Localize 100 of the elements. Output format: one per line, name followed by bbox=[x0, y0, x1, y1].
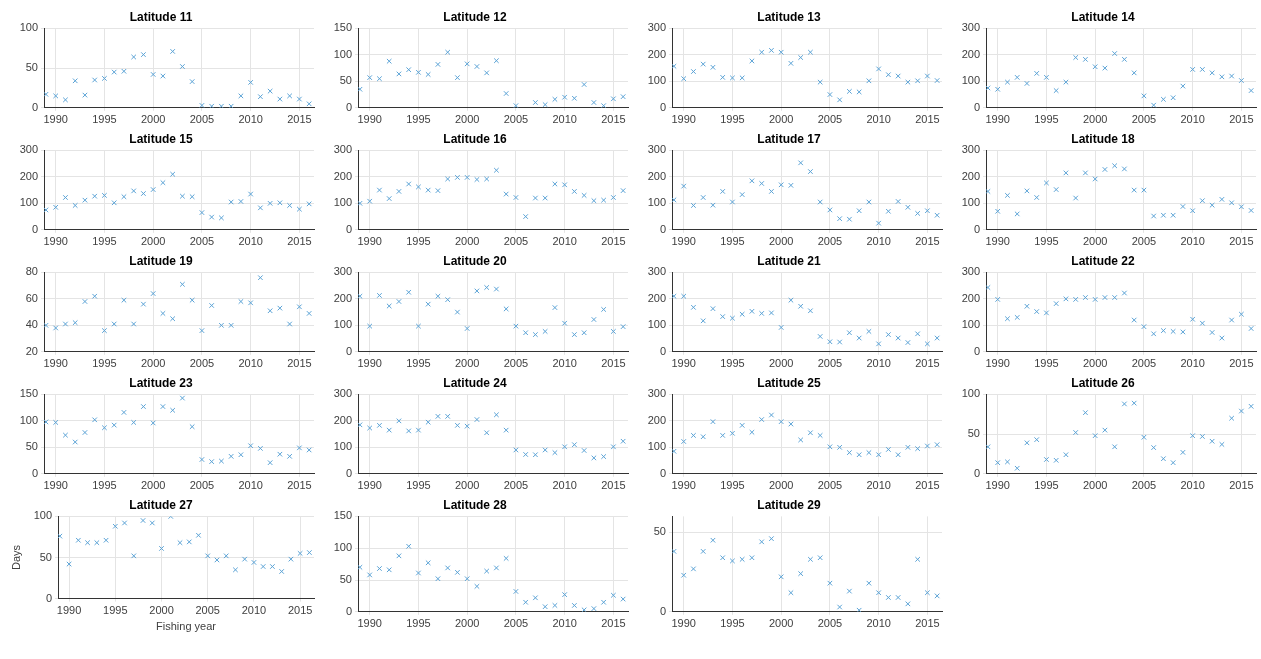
point bbox=[358, 200, 363, 207]
y-tick-label: 80 bbox=[25, 265, 38, 278]
point bbox=[875, 451, 882, 458]
point bbox=[1092, 432, 1098, 439]
point bbox=[376, 187, 383, 193]
point bbox=[513, 588, 519, 595]
y-tick-label: 0 bbox=[345, 344, 352, 357]
point bbox=[571, 188, 578, 195]
point bbox=[1014, 211, 1020, 217]
point bbox=[591, 316, 597, 323]
x-tick-label: 1995 bbox=[92, 479, 117, 492]
y-tick-label: 0 bbox=[345, 604, 352, 617]
point bbox=[924, 443, 931, 449]
point bbox=[700, 548, 706, 555]
y-tick-label: 20 bbox=[25, 344, 38, 357]
y-tick-label: 0 bbox=[659, 100, 666, 113]
x-tick-label: 1990 bbox=[43, 357, 68, 370]
point bbox=[257, 445, 264, 452]
point bbox=[306, 549, 313, 556]
x-tick-label: 2005 bbox=[1131, 479, 1157, 492]
y-tick-label: 150 bbox=[19, 387, 38, 400]
x-tick-label: 2000 bbox=[454, 113, 480, 126]
point bbox=[895, 335, 901, 341]
y-tick-label: 200 bbox=[333, 413, 352, 426]
point bbox=[532, 331, 539, 338]
point bbox=[986, 85, 991, 91]
point bbox=[1189, 316, 1196, 323]
point bbox=[94, 539, 100, 546]
x-tick-label: 2015 bbox=[601, 235, 626, 248]
point bbox=[444, 565, 451, 571]
point bbox=[169, 171, 176, 177]
point bbox=[208, 103, 215, 108]
point bbox=[82, 197, 88, 203]
y-tick-label: 40 bbox=[25, 318, 38, 331]
x-tick-label: 2010 bbox=[866, 113, 891, 126]
x-tick-label: 1995 bbox=[406, 617, 431, 630]
point bbox=[386, 567, 392, 573]
point bbox=[278, 568, 285, 575]
point bbox=[503, 191, 509, 197]
point bbox=[532, 195, 539, 201]
point bbox=[232, 567, 239, 573]
point bbox=[797, 303, 804, 310]
point bbox=[1024, 440, 1030, 446]
point bbox=[875, 66, 882, 72]
point bbox=[600, 599, 607, 606]
point bbox=[542, 603, 548, 610]
point bbox=[914, 78, 921, 84]
y-tick-label: 0 bbox=[345, 100, 352, 113]
point bbox=[366, 198, 373, 204]
point bbox=[552, 602, 558, 609]
point bbox=[846, 329, 853, 336]
point bbox=[1033, 194, 1040, 201]
point bbox=[1111, 294, 1118, 301]
point bbox=[866, 199, 872, 205]
point bbox=[700, 318, 706, 324]
point bbox=[111, 321, 117, 327]
x-tick-label: 2015 bbox=[915, 617, 940, 630]
point bbox=[1102, 166, 1108, 173]
point bbox=[836, 339, 843, 345]
point bbox=[513, 447, 519, 453]
point bbox=[277, 305, 283, 311]
x-tick-label: 2005 bbox=[503, 357, 529, 370]
point bbox=[758, 416, 765, 423]
point bbox=[856, 451, 862, 458]
point bbox=[552, 96, 558, 103]
point bbox=[444, 413, 451, 420]
point bbox=[1248, 207, 1254, 214]
y-tick-label: 100 bbox=[961, 387, 980, 400]
point bbox=[62, 432, 69, 438]
point bbox=[1063, 296, 1069, 302]
point bbox=[288, 556, 294, 562]
point bbox=[620, 93, 626, 100]
point bbox=[493, 57, 500, 64]
point bbox=[1209, 329, 1215, 336]
point bbox=[1004, 192, 1011, 199]
point bbox=[610, 96, 617, 102]
x-tick-label: 2015 bbox=[601, 617, 626, 630]
point bbox=[121, 297, 127, 303]
y-tick-label: 150 bbox=[333, 21, 352, 34]
point bbox=[600, 306, 607, 313]
y-tick-label: 100 bbox=[333, 440, 352, 453]
x-tick-label: 1995 bbox=[406, 113, 431, 126]
point bbox=[199, 209, 205, 216]
point bbox=[542, 195, 548, 201]
x-tick-label: 2010 bbox=[238, 113, 263, 126]
point bbox=[1131, 70, 1137, 76]
point bbox=[306, 101, 312, 107]
point bbox=[140, 403, 147, 410]
x-tick-label: 2000 bbox=[768, 617, 794, 630]
point bbox=[866, 449, 872, 456]
point bbox=[827, 444, 833, 450]
y-tick-label: 100 bbox=[961, 74, 980, 87]
point bbox=[710, 537, 716, 544]
x-tick-label: 2000 bbox=[768, 113, 794, 126]
point bbox=[1180, 449, 1186, 456]
point bbox=[257, 93, 264, 100]
point bbox=[1170, 459, 1176, 466]
point bbox=[286, 321, 293, 327]
point bbox=[483, 176, 490, 182]
x-tick-label: 1990 bbox=[985, 357, 1010, 370]
